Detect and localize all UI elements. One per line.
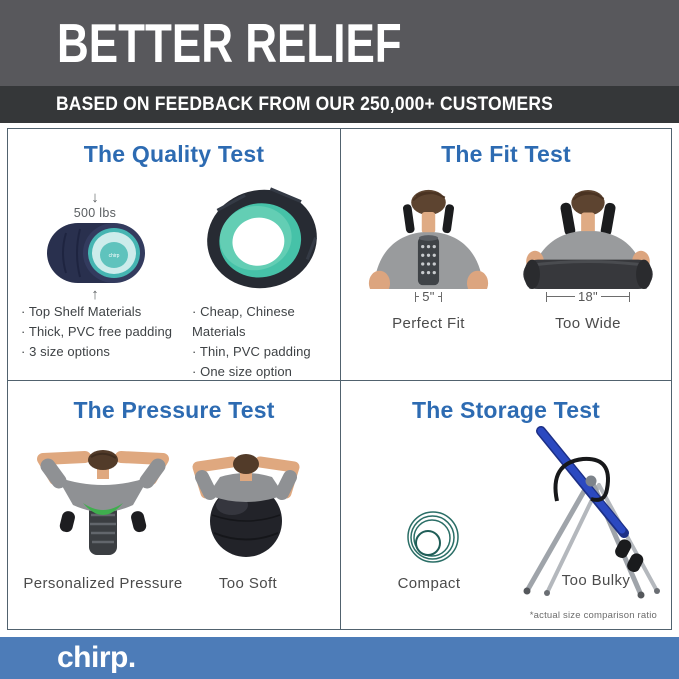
person-on-ball-image bbox=[192, 454, 300, 557]
weight-label: 500 lbs bbox=[73, 206, 117, 220]
pressure-left-caption: Personalized Pressure bbox=[23, 575, 183, 592]
measure-5in: 5" bbox=[366, 289, 491, 304]
arrow-up-icon: ↑ bbox=[91, 286, 99, 303]
panel-pressure-test: The Pressure Test Personalized Pressure bbox=[8, 381, 340, 629]
panel-storage-test: The Storage Test Compact bbox=[341, 381, 671, 629]
competitor-wheel-image bbox=[207, 187, 317, 289]
comparison-ratio-note: *actual size comparison ratio bbox=[529, 610, 657, 621]
header-bar: BETTER RELIEF bbox=[0, 0, 679, 86]
storage-test-title: The Storage Test bbox=[411, 397, 601, 423]
comparison-grid: The Quality Test ↓ 500 lbs chirp ↑ bbox=[0, 123, 679, 637]
feedback-banner: BASED ON FEEDBACK FROM OUR 250,000+ CUST… bbox=[0, 86, 679, 123]
compression-label: ↓ 500 lbs bbox=[58, 189, 132, 220]
storage-right-caption: Too Bulky bbox=[561, 572, 631, 589]
feedback-banner-text: BASED ON FEEDBACK FROM OUR 250,000+ CUST… bbox=[56, 93, 554, 115]
bullet-item: · Cheap, Chinese Materials bbox=[192, 304, 295, 339]
person-narrow-roller-image bbox=[368, 189, 489, 289]
footer-bar: chirp. bbox=[0, 637, 679, 679]
bullet-item: · 3 size options bbox=[21, 344, 111, 359]
chirp-logo: chirp. bbox=[57, 641, 136, 674]
panel-quality-test: The Quality Test ↓ 500 lbs chirp ↑ bbox=[8, 129, 340, 380]
grid-frame: The Quality Test ↓ 500 lbs chirp ↑ bbox=[7, 128, 672, 630]
horizontal-divider bbox=[8, 380, 671, 381]
fit-test-title: The Fit Test bbox=[441, 141, 571, 167]
quality-left-bullets: · Top Shelf Materials · Thick, PVC free … bbox=[21, 302, 172, 362]
pressure-test-title: The Pressure Test bbox=[73, 397, 275, 423]
bullet-item: · One size option bbox=[192, 364, 292, 379]
storage-left-caption: Compact bbox=[397, 575, 461, 592]
arrow-down-icon: ↓ bbox=[91, 189, 99, 206]
panel-fit-test: The Fit Test bbox=[341, 129, 671, 380]
quality-test-title: The Quality Test bbox=[83, 141, 265, 167]
wheel-logo-text: chirp bbox=[109, 253, 120, 259]
bullet-item: · Thin, PVC padding bbox=[192, 344, 311, 359]
chirp-wheel-image: chirp bbox=[47, 223, 145, 283]
person-wide-roller-image bbox=[523, 189, 653, 289]
person-on-wheel-image bbox=[37, 450, 169, 555]
fit-right-caption: Too Wide bbox=[555, 315, 621, 332]
measure-18in: 18" bbox=[519, 289, 657, 304]
bullet-item: · Top Shelf Materials bbox=[21, 304, 142, 319]
inversion-table-image bbox=[523, 426, 660, 599]
bullet-item: · Thick, PVC free padding bbox=[21, 324, 173, 339]
nested-wheels-image bbox=[407, 511, 459, 563]
fit-left-caption: Perfect Fit bbox=[392, 315, 465, 332]
page-title: BETTER RELIEF bbox=[57, 12, 402, 74]
quality-right-bullets: · Cheap, Chinese Materials · Thin, PVC p… bbox=[192, 302, 340, 382]
pressure-right-caption: Too Soft bbox=[218, 575, 278, 592]
vertical-divider bbox=[340, 129, 341, 629]
